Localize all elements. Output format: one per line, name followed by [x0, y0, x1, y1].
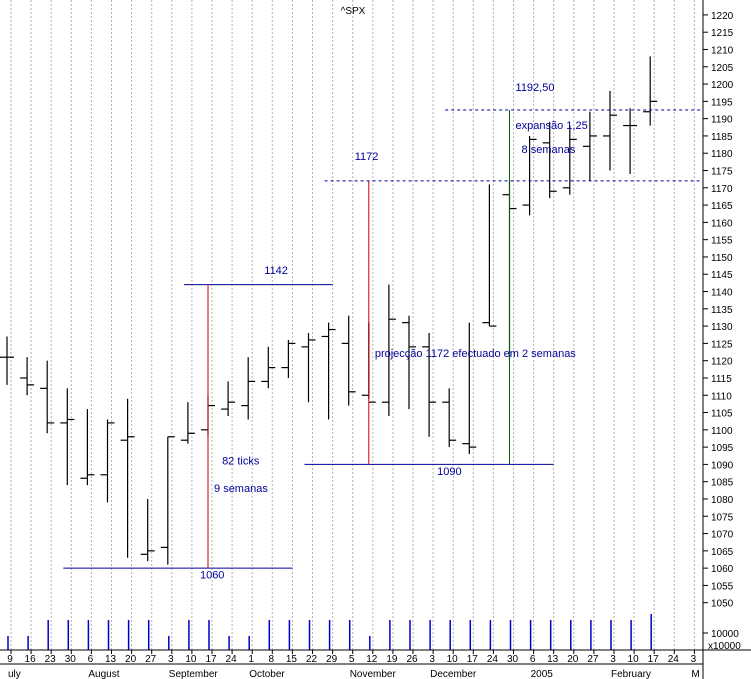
- y-tick-label: 1145: [711, 270, 733, 281]
- y-tick-label: 1090: [711, 460, 734, 471]
- y-tick-label: 1160: [711, 218, 733, 229]
- annotation-label: 82 ticks: [222, 455, 260, 467]
- y-tick-label: 1050: [711, 599, 734, 610]
- y-tick-label: 1220: [711, 11, 734, 22]
- y-tick-label: 1085: [711, 478, 734, 489]
- month-label: November: [350, 669, 397, 679]
- y-tick-label: 1210: [711, 45, 734, 56]
- annotation-label: 1060: [200, 570, 224, 582]
- annotation-label: expansão 1,25: [516, 120, 588, 132]
- annotations: [63, 109, 703, 569]
- y-tick-label: 1215: [711, 28, 734, 39]
- y-tick-label: 1095: [711, 443, 734, 454]
- month-label: December: [430, 669, 477, 679]
- x-tick-label: 26: [406, 654, 418, 665]
- x-tick-label: 3: [429, 654, 435, 665]
- volume-bars: [7, 614, 652, 650]
- x-tick-label: 24: [226, 654, 238, 665]
- x-tick-label: 10: [628, 654, 640, 665]
- x-tick-label: 1: [248, 654, 254, 665]
- y-tick-label: 1120: [711, 357, 733, 368]
- y-tick-label: 1135: [711, 305, 733, 316]
- y-tick-label: 1060: [711, 564, 734, 575]
- x-tick-label: 29: [326, 654, 338, 665]
- annotation-label: 1142: [264, 265, 288, 277]
- month-label: February: [611, 669, 651, 679]
- month-label: 2005: [531, 669, 554, 679]
- x-tick-label: 19: [386, 654, 398, 665]
- x-tick-label: 23: [45, 654, 57, 665]
- y-tick-label: 1205: [711, 63, 734, 74]
- x-tick-label: 16: [25, 654, 37, 665]
- y-tick-label: 1070: [711, 530, 734, 541]
- x-tick-label: 3: [610, 654, 616, 665]
- y-tick-label: 1180: [711, 149, 733, 160]
- annotation-label: 1090: [437, 466, 461, 478]
- x-tick-label: 6: [88, 654, 94, 665]
- annotation-label: 8 semanas: [522, 144, 576, 156]
- y-tick-label: 1195: [711, 97, 733, 108]
- x-tick-label: 13: [547, 654, 559, 665]
- y-tick-label: 1115: [711, 374, 732, 385]
- y-tick-label: 1150: [711, 253, 733, 264]
- volume-multiplier-label: x10000: [708, 641, 741, 652]
- grid-lines: [10, 0, 695, 650]
- month-label: August: [88, 669, 119, 679]
- x-tick-label: 9: [7, 654, 13, 665]
- x-tick-label: 6: [530, 654, 536, 665]
- x-tick-label: 27: [587, 654, 599, 665]
- annotation-label: projecção 1172 efectuado em 2 semanas: [375, 348, 576, 360]
- x-tick-label: 17: [205, 654, 217, 665]
- x-tick-label: 10: [185, 654, 197, 665]
- y-tick-label: 1185: [711, 132, 733, 143]
- y-tick-label: 1190: [711, 115, 733, 126]
- x-tick-label: 24: [487, 654, 499, 665]
- x-tick-label: 24: [668, 654, 680, 665]
- annotation-label: 9 semanas: [214, 483, 268, 495]
- x-tick-label: 20: [567, 654, 579, 665]
- y-tick-label: 1125: [711, 339, 733, 350]
- month-label: September: [169, 669, 219, 679]
- y-tick-label: 1155: [711, 236, 733, 247]
- annotation-label: 1172: [355, 151, 379, 163]
- y-tick-label: 1175: [711, 167, 733, 178]
- x-tick-label: 30: [507, 654, 519, 665]
- chart-title: ^SPX: [341, 6, 366, 17]
- month-label: October: [249, 669, 285, 679]
- x-tick-label: 8: [269, 654, 275, 665]
- y-tick-label: 1105: [711, 409, 733, 420]
- annotation-label: 1192,50: [516, 82, 555, 94]
- y-tick-label: 1100: [711, 426, 733, 437]
- x-tick-label: 5: [349, 654, 355, 665]
- y-tick-label: 1110: [711, 391, 732, 402]
- x-tick-label: 12: [366, 654, 378, 665]
- x-tick-label: 22: [306, 654, 318, 665]
- x-tick-label: 13: [105, 654, 117, 665]
- y-tick-label: 1130: [711, 322, 733, 333]
- x-tick-label: 3: [168, 654, 174, 665]
- x-tick-label: 17: [467, 654, 479, 665]
- y-tick-label: 1165: [711, 201, 733, 212]
- x-tick-label: 27: [145, 654, 157, 665]
- x-tick-label: 15: [286, 654, 298, 665]
- x-tick-label: 3: [691, 654, 697, 665]
- x-tick-label: 20: [125, 654, 137, 665]
- y-tick-label: 1065: [711, 547, 734, 558]
- month-label: M: [691, 669, 699, 679]
- x-tick-label: 30: [65, 654, 77, 665]
- month-label: uly: [8, 669, 21, 679]
- annotation-labels: 1142 1060 1090 1172 1192,50 expansão 1,25 8 se…: [200, 82, 588, 582]
- x-tick-label: 17: [648, 654, 660, 665]
- y-tick-label: 1170: [711, 184, 733, 195]
- y-tick-label: 1200: [711, 80, 734, 91]
- y-tick-label: 1075: [711, 512, 734, 523]
- y-tick-label: 1080: [711, 495, 734, 506]
- x-tick-label: 10: [447, 654, 459, 665]
- volume-tick-label: 10000: [711, 629, 739, 640]
- y-tick-label: 1055: [711, 581, 734, 592]
- y-tick-label: 1140: [711, 288, 733, 299]
